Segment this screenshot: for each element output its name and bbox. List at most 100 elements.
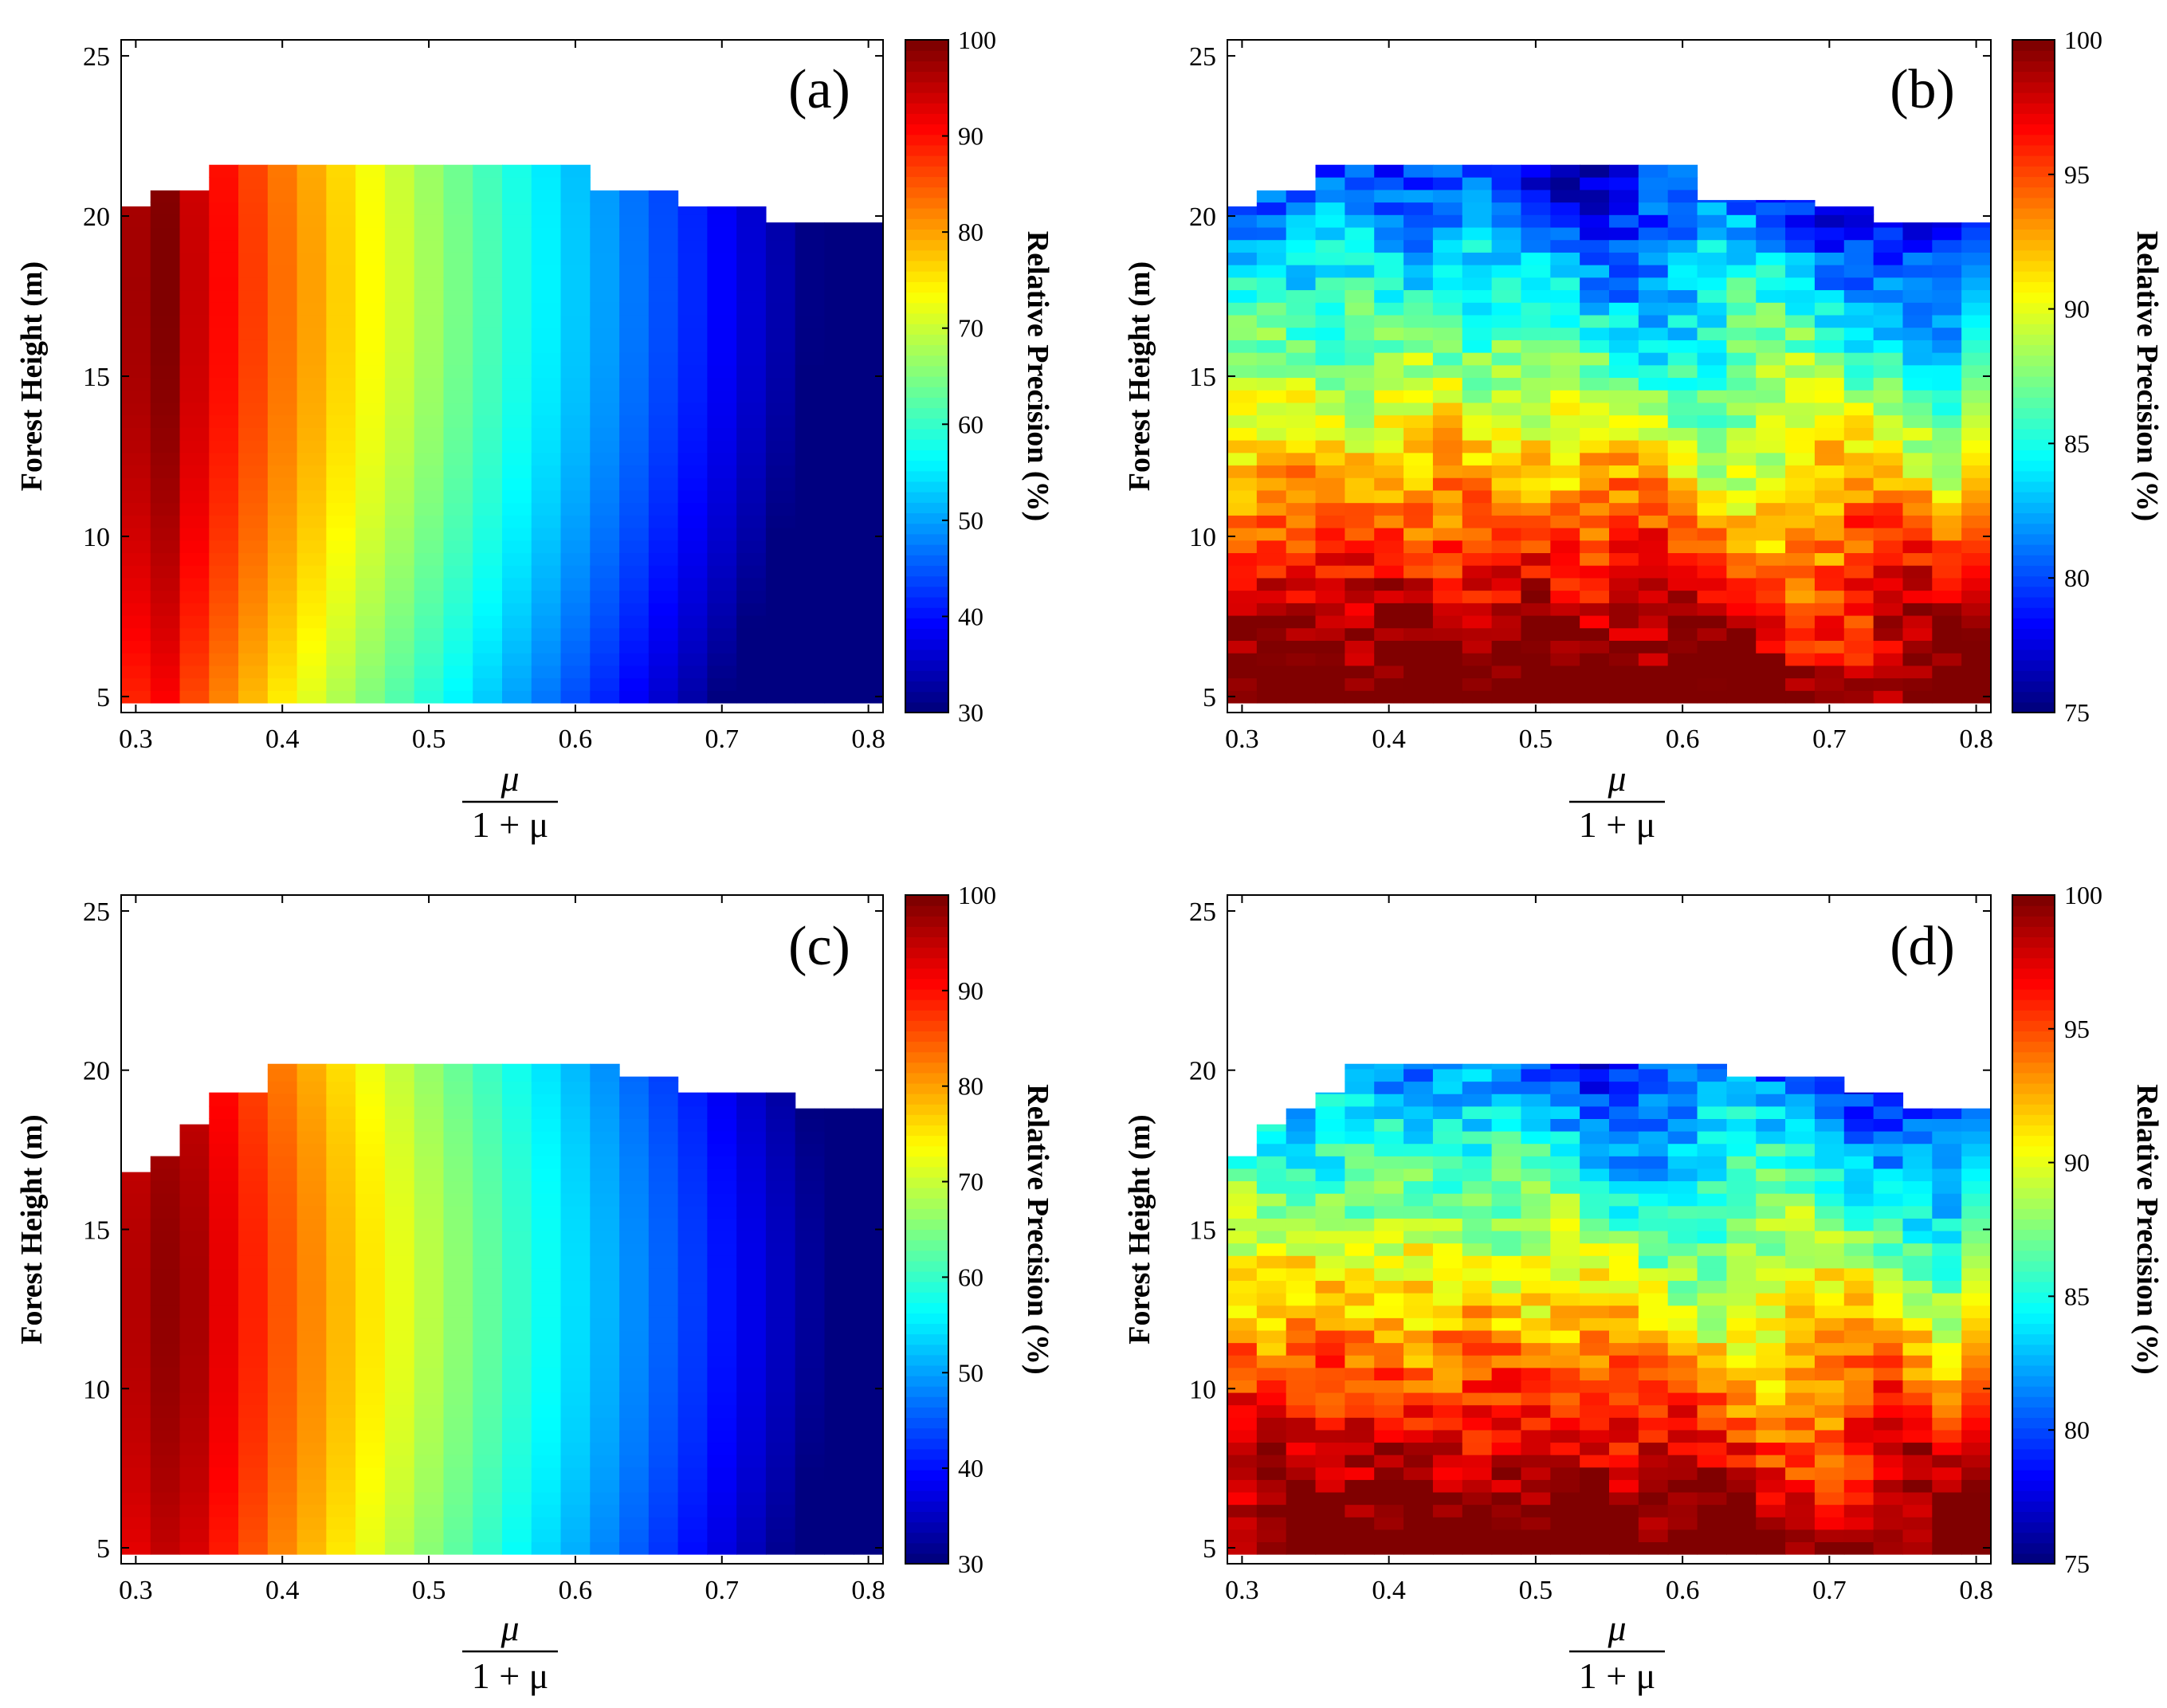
heatmap-cell bbox=[414, 1105, 445, 1119]
colorbar-segment bbox=[905, 1062, 948, 1074]
heatmap-cell bbox=[296, 465, 327, 478]
heatmap-cell bbox=[150, 452, 181, 466]
heatmap-cell bbox=[443, 164, 473, 178]
heatmap-cell bbox=[560, 352, 591, 366]
heatmap-cell bbox=[1843, 1230, 1875, 1244]
heatmap-cell bbox=[1432, 552, 1463, 566]
heatmap-cell bbox=[1843, 1429, 1875, 1443]
heatmap-cell bbox=[414, 1355, 445, 1368]
heatmap-cell bbox=[1961, 627, 1992, 641]
heatmap-cell bbox=[1843, 1317, 1875, 1331]
heatmap-cell bbox=[590, 1243, 620, 1256]
heatmap-cell bbox=[443, 540, 473, 554]
heatmap-cell bbox=[1432, 527, 1463, 541]
heatmap-cell bbox=[736, 1305, 767, 1318]
heatmap-cell bbox=[1697, 653, 1727, 666]
heatmap-cell bbox=[1374, 1355, 1404, 1368]
heatmap-cell bbox=[677, 653, 708, 666]
heatmap-cell bbox=[1961, 364, 1992, 379]
heatmap-cell bbox=[267, 289, 298, 303]
colorbar-segment bbox=[2012, 166, 2055, 178]
heatmap-cell bbox=[765, 265, 796, 278]
heatmap-cell bbox=[854, 402, 884, 416]
colorbar-segment bbox=[2012, 1239, 2055, 1251]
colorbar-segment bbox=[2012, 1459, 2055, 1470]
heatmap-cell bbox=[355, 1329, 386, 1344]
heatmap-cell bbox=[1256, 552, 1287, 566]
heatmap-cell bbox=[267, 1143, 298, 1156]
heatmap-cell bbox=[1227, 352, 1258, 366]
y-tick-label: 20 bbox=[83, 1057, 110, 1086]
heatmap-cell bbox=[1227, 1193, 1258, 1207]
heatmap-cell bbox=[179, 1180, 210, 1194]
heatmap-cell bbox=[1638, 1342, 1669, 1356]
heatmap-cell bbox=[179, 302, 210, 316]
heatmap-cell bbox=[443, 302, 473, 316]
heatmap-cell bbox=[1873, 465, 1904, 478]
heatmap-cell bbox=[326, 1118, 356, 1132]
heatmap-cell bbox=[1345, 1429, 1375, 1443]
heatmap-cell bbox=[1286, 1541, 1317, 1555]
heatmap-cell bbox=[473, 515, 503, 528]
heatmap-cell bbox=[121, 206, 151, 215]
heatmap-cell bbox=[765, 377, 796, 391]
heatmap-cell bbox=[1726, 640, 1757, 654]
heatmap-cell bbox=[1491, 327, 1522, 340]
heatmap-cell bbox=[1609, 202, 1639, 215]
colorbar-segment bbox=[2012, 92, 2055, 104]
heatmap-cell bbox=[179, 1491, 210, 1506]
heatmap-cell bbox=[179, 1124, 210, 1132]
heatmap-cell bbox=[209, 1143, 239, 1156]
heatmap-cell bbox=[1521, 314, 1551, 328]
heatmap-cell bbox=[121, 603, 151, 616]
heatmap-cell bbox=[267, 1205, 298, 1219]
heatmap-cell bbox=[502, 1342, 532, 1356]
heatmap-cell bbox=[590, 1317, 620, 1331]
heatmap-cell bbox=[1814, 1305, 1845, 1318]
heatmap-cell bbox=[1315, 452, 1345, 466]
heatmap-cell bbox=[1726, 302, 1757, 316]
heatmap-cell bbox=[1491, 577, 1522, 591]
heatmap-cell bbox=[473, 465, 503, 478]
colorbar-segment bbox=[905, 638, 948, 650]
heatmap-cell bbox=[1432, 1063, 1463, 1070]
heatmap-cell bbox=[854, 1280, 884, 1294]
heatmap-cell bbox=[1521, 390, 1551, 403]
heatmap-cell bbox=[1609, 577, 1639, 591]
heatmap-cell bbox=[1345, 1267, 1375, 1282]
heatmap-cell bbox=[1256, 603, 1287, 616]
heatmap-cell bbox=[179, 614, 210, 629]
heatmap-cell bbox=[854, 1255, 884, 1269]
heatmap-cell bbox=[1315, 677, 1345, 691]
heatmap-cell bbox=[296, 603, 327, 616]
heatmap-cell bbox=[1843, 502, 1875, 516]
heatmap-cell bbox=[736, 1541, 767, 1555]
heatmap-cell bbox=[1345, 1143, 1375, 1156]
colorbar-segment bbox=[905, 586, 948, 598]
heatmap-cell bbox=[121, 1230, 151, 1244]
heatmap-cell bbox=[1550, 414, 1580, 428]
heatmap-cell bbox=[326, 414, 356, 428]
heatmap-cell bbox=[1697, 1118, 1727, 1132]
heatmap-cell bbox=[560, 1218, 591, 1231]
heatmap-cell bbox=[1315, 1118, 1345, 1132]
heatmap-cell bbox=[824, 577, 854, 591]
heatmap-cell bbox=[1785, 1255, 1816, 1269]
heatmap-cell bbox=[1345, 1329, 1375, 1344]
heatmap-cell bbox=[1932, 1168, 1962, 1182]
heatmap-cell bbox=[795, 239, 826, 253]
heatmap-cell bbox=[1374, 515, 1404, 528]
heatmap-cell bbox=[1403, 1068, 1434, 1082]
heatmap-cell bbox=[560, 1442, 591, 1455]
heatmap-cell bbox=[648, 1380, 679, 1393]
heatmap-cell bbox=[150, 1342, 181, 1356]
heatmap-cell bbox=[121, 1205, 151, 1219]
heatmap-cell bbox=[1667, 1243, 1698, 1256]
heatmap-cell bbox=[765, 440, 796, 454]
heatmap-cell bbox=[1756, 614, 1786, 629]
heatmap-cell bbox=[1462, 552, 1493, 566]
heatmap-cell bbox=[502, 1529, 532, 1542]
heatmap-cell bbox=[1667, 1367, 1698, 1380]
heatmap-cell bbox=[1286, 440, 1317, 454]
heatmap-cell bbox=[1902, 1491, 1933, 1506]
